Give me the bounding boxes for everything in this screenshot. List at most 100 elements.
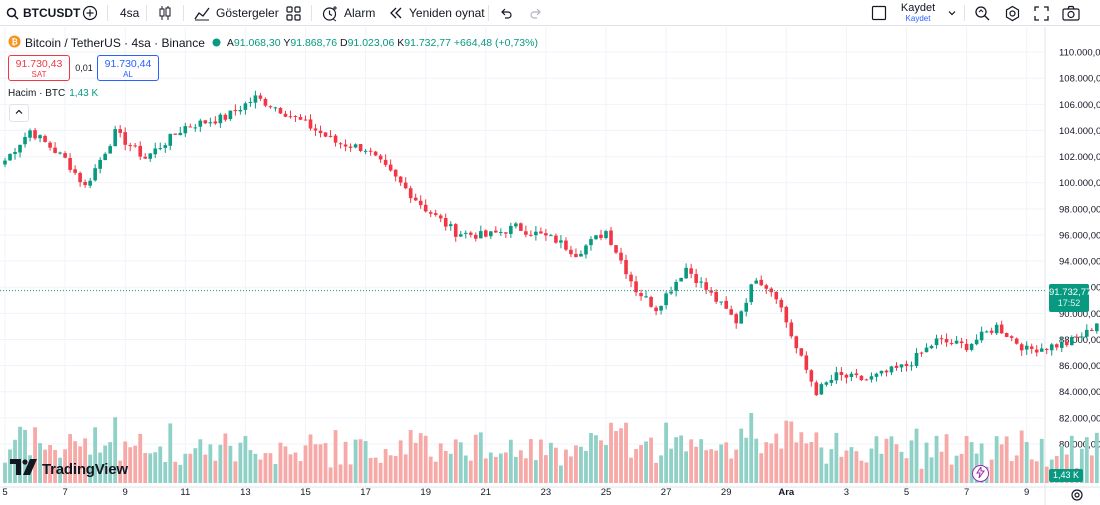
candle-body <box>624 259 628 275</box>
low-key: D <box>340 37 348 49</box>
symbol-search-button[interactable]: BTCUSDT <box>6 0 80 26</box>
candle-body <box>1064 341 1069 346</box>
x-tick-label: 5 <box>904 487 909 498</box>
quick-search-button[interactable] <box>974 0 990 26</box>
y-tick-label: 88.000,00 <box>1059 335 1100 346</box>
save-button[interactable]: Kaydet Kaydet <box>900 0 936 26</box>
plus-circle-icon <box>82 5 98 21</box>
candle-body <box>609 230 613 245</box>
candle-body <box>814 382 819 396</box>
volume-bar <box>463 455 468 483</box>
candle-body <box>1069 337 1074 346</box>
volume-bar <box>1059 446 1064 483</box>
volume-bar <box>483 458 488 483</box>
volume-bar <box>108 442 113 483</box>
close-key: K <box>397 37 405 49</box>
bar-countdown: 17:52 <box>1057 298 1081 308</box>
candle-body <box>944 338 949 343</box>
volume-bar <box>554 447 558 483</box>
chart-area[interactable]: 80.000,00 82.000,00 84.000,00 86.000,00 88.0… <box>0 27 1100 505</box>
toolbar-divider <box>964 5 965 21</box>
candle-body <box>589 239 593 246</box>
volume-bar <box>228 445 233 483</box>
layout-button[interactable] <box>871 0 887 26</box>
x-tick-label: 19 <box>420 487 431 498</box>
candle-body <box>754 280 759 284</box>
settings-button[interactable] <box>1004 0 1021 26</box>
candle-body <box>118 129 122 133</box>
y-tick-label: 106.000,00 <box>1059 100 1100 111</box>
axis-settings-button[interactable] <box>1070 488 1084 505</box>
volume-bar <box>609 422 613 483</box>
volume-bar <box>1079 448 1084 483</box>
alarm-button[interactable]: Alarm <box>321 0 375 26</box>
replay-button[interactable]: Yeniden oynat <box>389 0 485 26</box>
volume-bar <box>253 453 258 483</box>
candle-body <box>373 151 378 156</box>
candle-body <box>999 324 1004 334</box>
x-tick-label: 7 <box>62 487 67 498</box>
volume-bar <box>73 441 78 483</box>
tradingview-watermark: TradingView <box>10 459 128 480</box>
candle-body <box>263 98 268 106</box>
candle-body <box>203 120 208 124</box>
candle-body <box>88 180 92 186</box>
collapse-legend-button[interactable] <box>9 104 29 122</box>
candle-body <box>994 324 999 334</box>
candle-body <box>73 169 77 173</box>
x-tick-label: 3 <box>844 487 849 498</box>
volume-bar <box>714 450 719 483</box>
volume-bar <box>243 436 248 483</box>
volume-bar <box>48 445 52 483</box>
candle-body <box>233 110 238 112</box>
snapshot-button[interactable] <box>1062 0 1080 26</box>
save-label: Kaydet <box>900 2 936 14</box>
candle-body <box>248 101 253 103</box>
candle-body <box>53 147 57 153</box>
candle-body <box>954 340 959 344</box>
indicators-button[interactable]: Göstergeler <box>194 0 279 26</box>
redo-button[interactable] <box>529 0 543 26</box>
volume-bar <box>1034 461 1039 483</box>
y-tick-label: 110.000,00 <box>1059 48 1100 59</box>
candle-body <box>138 145 143 157</box>
candle-body <box>238 109 243 112</box>
volume-bar <box>103 445 108 483</box>
volume-bar <box>949 464 954 483</box>
candle-body <box>514 223 518 227</box>
compare-symbol-button[interactable] <box>82 0 98 26</box>
search-icon <box>6 7 19 20</box>
candle-body <box>644 296 648 298</box>
templates-button[interactable] <box>286 0 301 26</box>
volume-bar <box>218 444 223 483</box>
volume-bar <box>979 443 984 483</box>
low-value: 91.023,06 <box>347 37 395 49</box>
buy-button[interactable]: 91.730,44 AL <box>97 55 159 81</box>
fullscreen-button[interactable] <box>1034 0 1049 26</box>
volume-bar <box>378 462 383 483</box>
candle-body <box>208 122 213 124</box>
candle-body <box>499 231 503 233</box>
chart-canvas[interactable]: 80.000,00 82.000,00 84.000,00 86.000,00 88.0… <box>0 27 1100 505</box>
candle-body <box>684 267 688 279</box>
volume-bar <box>38 443 42 483</box>
volume-bar <box>268 453 273 483</box>
save-menu-button[interactable] <box>947 0 957 26</box>
toolbar-divider <box>311 5 312 21</box>
volume-bar <box>288 454 293 483</box>
candle-body <box>313 128 318 131</box>
interval-button[interactable]: 4sa <box>120 0 139 26</box>
y-tick-label: 82.000,00 <box>1059 413 1100 424</box>
chart-type-button[interactable] <box>157 0 173 26</box>
volume-axis-badge: 1,43 K <box>1049 469 1083 482</box>
volume-bar <box>173 461 178 483</box>
volume-bar <box>338 464 343 483</box>
candle-body <box>889 366 894 373</box>
candle-body <box>1074 336 1079 338</box>
x-tick-label: 23 <box>541 487 552 498</box>
candle-body <box>108 146 112 154</box>
sell-button[interactable]: 91.730,43 SAT <box>8 55 70 81</box>
lightning-button[interactable] <box>972 464 989 482</box>
toolbar-divider <box>146 5 147 21</box>
undo-button[interactable] <box>499 0 513 26</box>
